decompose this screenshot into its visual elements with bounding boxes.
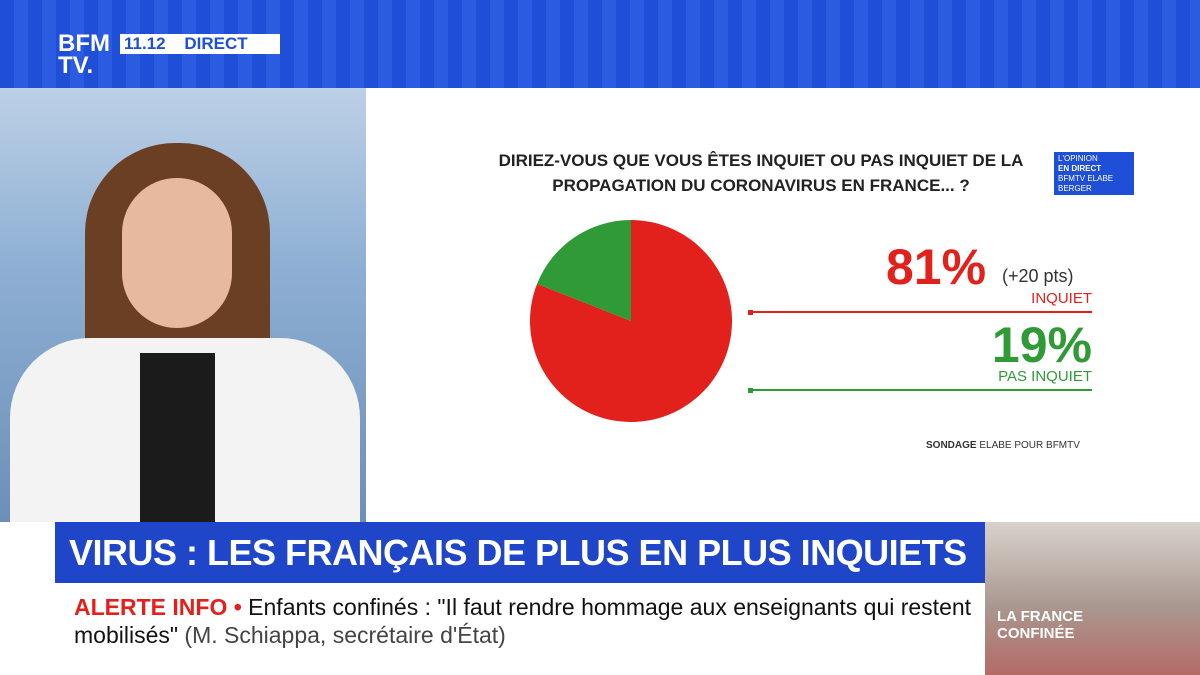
legend-dot (748, 388, 753, 393)
logo-top: BFM (58, 30, 110, 57)
badge-line: BERGER LEVRAULT (1058, 184, 1099, 203)
legend-rule (748, 311, 1092, 313)
legend-dot (748, 310, 753, 315)
logo: BFM TV. (58, 30, 110, 79)
presenter-blouse (140, 353, 215, 522)
value-label: 81% (886, 239, 987, 295)
inset-title: LA FRANCE CONFINÉE (997, 608, 1083, 642)
top-bar: BFM TV. 11.12 DIRECT (0, 0, 1200, 88)
source: SONDAGE ELABE POUR BFMTV (926, 440, 1080, 451)
inset-line: CONFINÉE (997, 625, 1075, 642)
logo-bottom: TV. (58, 52, 94, 79)
badge: L'OPINION EN DIRECT BFMTV ELABE BERGER L… (1054, 152, 1134, 203)
headline: VIRUS : LES FRANÇAIS DE PLUS EN PLUS INQ… (69, 532, 967, 573)
ticker: ALERTE INFO • Enfants confinés : "Il fau… (0, 583, 985, 675)
value-label: 19% (991, 317, 1092, 373)
ticker-text: Enfants confinés : "Il faut rendre homma… (74, 594, 972, 648)
pie-slice (537, 220, 631, 321)
inset-image: LA FRANCE CONFINÉE (985, 522, 1200, 675)
legend-label: PAS INQUIET (998, 368, 1092, 385)
live: DIRECT (184, 34, 248, 53)
studio-image (0, 88, 366, 522)
chart-title: DIRIEZ-VOUS QUE VOUS ÊTES INQUIET OU PAS… (498, 151, 1024, 195)
source-text: ELABE POUR BFMTV (979, 440, 1080, 451)
legend-label: INQUIET (1031, 290, 1092, 307)
pie-chart (530, 220, 732, 422)
chart-panel: DIRIEZ-VOUS QUE VOUS ÊTES INQUIET OU PAS… (366, 88, 1200, 522)
time-box: 11.12 DIRECT (120, 34, 280, 54)
annotation: (+20 pts) (1002, 266, 1074, 286)
time: 11.12 (124, 34, 166, 53)
badge-line: L'OPINION (1058, 154, 1098, 163)
ticker-attribution: (M. Schiappa, secrétaire d'État) (184, 622, 506, 648)
headline-banner: VIRUS : LES FRANÇAIS DE PLUS EN PLUS INQ… (55, 522, 985, 583)
inset-line: LA FRANCE (997, 608, 1084, 625)
badge-line: EN DIRECT (1058, 164, 1102, 173)
badge-line: BFMTV ELABE (1058, 174, 1114, 183)
source-bold: SONDAGE (926, 440, 977, 451)
ticker-label: ALERTE INFO • (74, 594, 242, 620)
legend-rule (748, 389, 1092, 391)
presenter-face (122, 178, 232, 328)
